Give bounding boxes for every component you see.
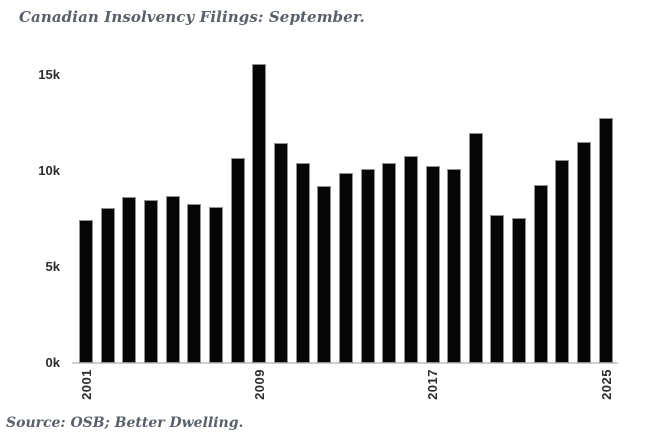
bar-2021 — [512, 218, 527, 363]
y-tick-15k: 15k — [38, 67, 60, 82]
bar-2012 — [317, 186, 332, 363]
x-tick-2001: 2001 — [78, 369, 94, 400]
bar-2016 — [403, 155, 418, 363]
bar-2008 — [230, 157, 245, 363]
bar-2023 — [555, 159, 570, 363]
bar-2015 — [382, 163, 397, 363]
x-tick-2025: 2025 — [598, 369, 614, 400]
y-tick-0k: 0k — [45, 355, 60, 370]
bar-2013 — [338, 172, 353, 363]
bar-2018 — [447, 169, 462, 363]
bar-2006 — [187, 203, 202, 363]
bar-2025 — [598, 118, 613, 363]
bars-container — [79, 61, 613, 363]
bar-2022 — [533, 185, 548, 363]
bar-2011 — [295, 163, 310, 363]
bar-2001 — [79, 220, 93, 363]
bar-2007 — [208, 206, 223, 363]
bar-2005 — [165, 196, 180, 363]
source-note: Source: OSB; Better Dwelling. — [6, 415, 244, 431]
bar-2004 — [143, 199, 158, 363]
bar-2002 — [100, 208, 115, 363]
bar-2003 — [122, 196, 137, 363]
bar-2020 — [490, 215, 505, 363]
bar-2017 — [425, 166, 440, 363]
bar-2024 — [577, 142, 592, 363]
bar-2019 — [468, 132, 483, 363]
bar-2010 — [273, 143, 288, 363]
chart-title: Canadian Insolvency Filings: September. — [19, 8, 365, 26]
y-tick-10k: 10k — [38, 163, 60, 178]
bar-2009 — [252, 64, 267, 363]
x-tick-2009: 2009 — [251, 369, 267, 400]
y-tick-5k: 5k — [45, 259, 60, 274]
x-tick-2017: 2017 — [425, 369, 441, 400]
x-axis-line — [72, 362, 618, 364]
bar-2014 — [360, 169, 375, 363]
